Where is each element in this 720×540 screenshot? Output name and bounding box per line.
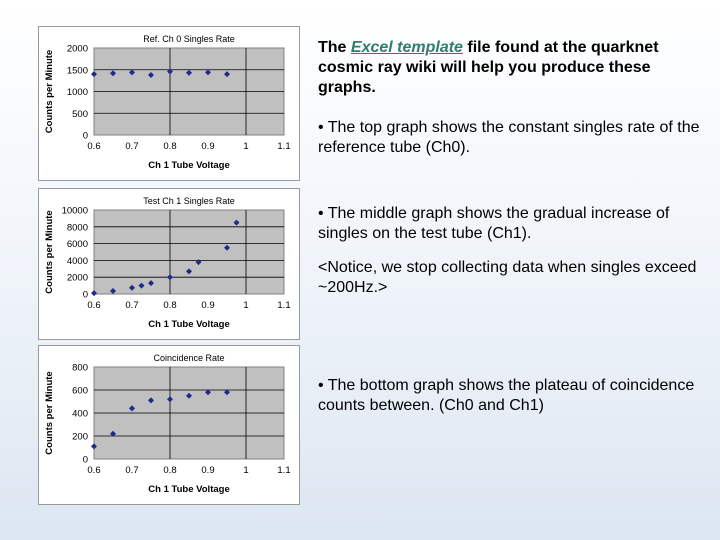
data-point [186, 268, 192, 275]
x-tick-label: 0.7 [125, 300, 138, 311]
intro-text: The Excel template file found at the qua… [318, 38, 708, 98]
y-axis-label: Counts per Minute [44, 371, 55, 454]
y-tick-label: 0 [83, 290, 88, 301]
data-point [148, 280, 154, 287]
y-axis-label: Counts per Minute [44, 210, 55, 293]
intro-after: file found at the quarknet cosmic ray wi… [318, 39, 659, 96]
x-tick-label: 0.8 [163, 300, 176, 311]
x-tick-label: 0.6 [87, 141, 100, 152]
data-point [91, 71, 97, 78]
data-point [186, 69, 192, 76]
data-point [205, 389, 211, 396]
data-point [195, 259, 202, 266]
chart-title: Test Ch 1 Singles Rate [143, 196, 235, 206]
x-axis-label: Ch 1 Tube Voltage [148, 160, 229, 171]
y-tick-label: 400 [72, 409, 88, 420]
y-tick-label: 4000 [67, 256, 88, 267]
bullet-top-graph: • The top graph shows the constant singl… [318, 119, 700, 156]
x-tick-label: 1 [243, 141, 248, 152]
x-tick-label: 1.1 [277, 141, 290, 152]
x-tick-label: 0.8 [163, 141, 176, 152]
description-panel: The Excel template file found at the qua… [318, 38, 708, 414]
data-point [129, 69, 135, 76]
data-point [138, 282, 145, 289]
y-tick-label: 1000 [67, 87, 88, 98]
data-point [233, 219, 240, 226]
y-tick-label: 200 [72, 432, 88, 443]
data-point [110, 288, 116, 295]
chart-coincidence: 0 200 400 600 800 0.6 0.7 0.8 0.9 1 1.1 Coincidence… [38, 345, 300, 505]
data-point [129, 405, 135, 412]
y-tick-label: 1500 [67, 65, 88, 76]
data-point [129, 284, 135, 291]
data-point [167, 274, 173, 281]
y-tick-label: 2000 [67, 273, 88, 284]
data-point [224, 389, 230, 396]
x-tick-label: 0.7 [125, 465, 138, 476]
data-point [110, 430, 116, 437]
bullet-middle-graph: • The middle graph shows the gradual inc… [318, 205, 670, 242]
x-tick-label: 0.9 [201, 300, 214, 311]
data-point [91, 290, 97, 297]
data-point [148, 71, 154, 78]
x-tick-label: 1.1 [277, 465, 290, 476]
data-point [167, 68, 173, 75]
y-tick-label: 600 [72, 386, 88, 397]
data-point [224, 71, 230, 78]
excel-template-link[interactable]: Excel template [350, 39, 463, 56]
bullet-bottom-graph: • The bottom graph shows the plateau of … [318, 377, 695, 414]
data-point [205, 69, 211, 76]
notice-text: <Notice, we stop collecting data when si… [318, 259, 697, 296]
plot-area [93, 209, 285, 295]
y-axis-label: Counts per Minute [44, 50, 55, 133]
chart-test-ch1: 0 2000 4000 6000 8000 10000 0.6 0.7 0.8 0.9 1 1.1 Te… [38, 188, 300, 340]
data-point [224, 244, 230, 251]
x-tick-label: 1.1 [277, 300, 290, 311]
y-tick-label: 6000 [67, 239, 88, 250]
x-tick-label: 1 [243, 300, 248, 311]
data-point [148, 397, 154, 404]
chart-title: Ref. Ch 0 Singles Rate [143, 34, 235, 44]
x-tick-label: 0.9 [201, 465, 214, 476]
x-tick-label: 0.9 [201, 141, 214, 152]
data-point [186, 392, 192, 399]
x-axis-label: Ch 1 Tube Voltage [148, 484, 229, 495]
y-tick-label: 800 [72, 363, 88, 374]
y-tick-label: 0 [83, 455, 88, 466]
y-tick-label: 10000 [62, 206, 88, 217]
x-tick-label: 0.6 [87, 465, 100, 476]
x-axis-label: Ch 1 Tube Voltage [148, 319, 229, 330]
data-point [167, 396, 173, 403]
y-tick-label: 0 [83, 131, 88, 142]
x-tick-label: 0.7 [125, 141, 138, 152]
x-tick-label: 0.6 [87, 300, 100, 311]
y-tick-label: 2000 [67, 44, 88, 55]
intro-before: The [318, 39, 351, 56]
y-tick-label: 8000 [67, 222, 88, 233]
x-tick-label: 0.8 [163, 465, 176, 476]
chart-ref-ch0: 0 500 1000 1500 2000 0.6 0.7 0.8 0.9 1 1.1 Ref. Ch … [38, 26, 300, 181]
data-point [110, 70, 116, 77]
x-tick-label: 1 [243, 465, 248, 476]
data-point [91, 443, 97, 450]
chart-title: Coincidence Rate [153, 353, 224, 363]
y-tick-label: 500 [72, 109, 88, 120]
